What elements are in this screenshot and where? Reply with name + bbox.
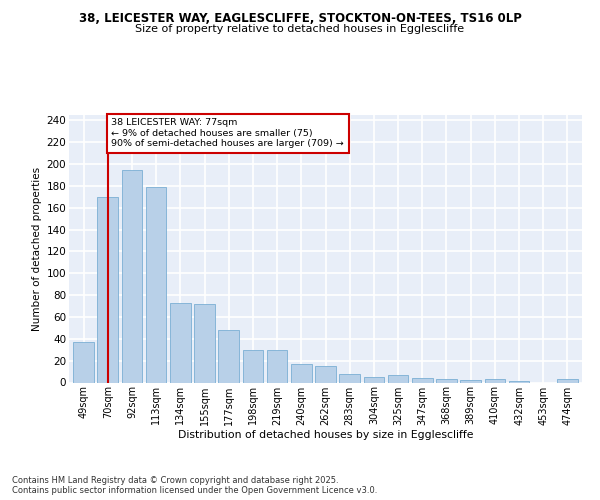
Bar — [218, 330, 239, 382]
Bar — [146, 187, 166, 382]
Bar — [436, 379, 457, 382]
Bar — [97, 197, 118, 382]
Y-axis label: Number of detached properties: Number of detached properties — [32, 166, 43, 331]
Bar — [267, 350, 287, 382]
Bar — [242, 350, 263, 382]
Text: 38, LEICESTER WAY, EAGLESCLIFFE, STOCKTON-ON-TEES, TS16 0LP: 38, LEICESTER WAY, EAGLESCLIFFE, STOCKTO… — [79, 12, 521, 26]
Bar — [170, 303, 191, 382]
Bar — [291, 364, 311, 382]
Bar — [485, 379, 505, 382]
Bar — [122, 170, 142, 382]
X-axis label: Distribution of detached houses by size in Egglescliffe: Distribution of detached houses by size … — [178, 430, 473, 440]
Bar — [340, 374, 360, 382]
Text: Size of property relative to detached houses in Egglescliffe: Size of property relative to detached ho… — [136, 24, 464, 34]
Bar — [557, 379, 578, 382]
Bar — [460, 380, 481, 382]
Bar — [73, 342, 94, 382]
Bar — [364, 377, 384, 382]
Bar — [315, 366, 336, 382]
Bar — [412, 378, 433, 382]
Bar — [388, 375, 409, 382]
Bar — [194, 304, 215, 382]
Text: Contains HM Land Registry data © Crown copyright and database right 2025.
Contai: Contains HM Land Registry data © Crown c… — [12, 476, 377, 495]
Text: 38 LEICESTER WAY: 77sqm
← 9% of detached houses are smaller (75)
90% of semi-det: 38 LEICESTER WAY: 77sqm ← 9% of detached… — [112, 118, 344, 148]
